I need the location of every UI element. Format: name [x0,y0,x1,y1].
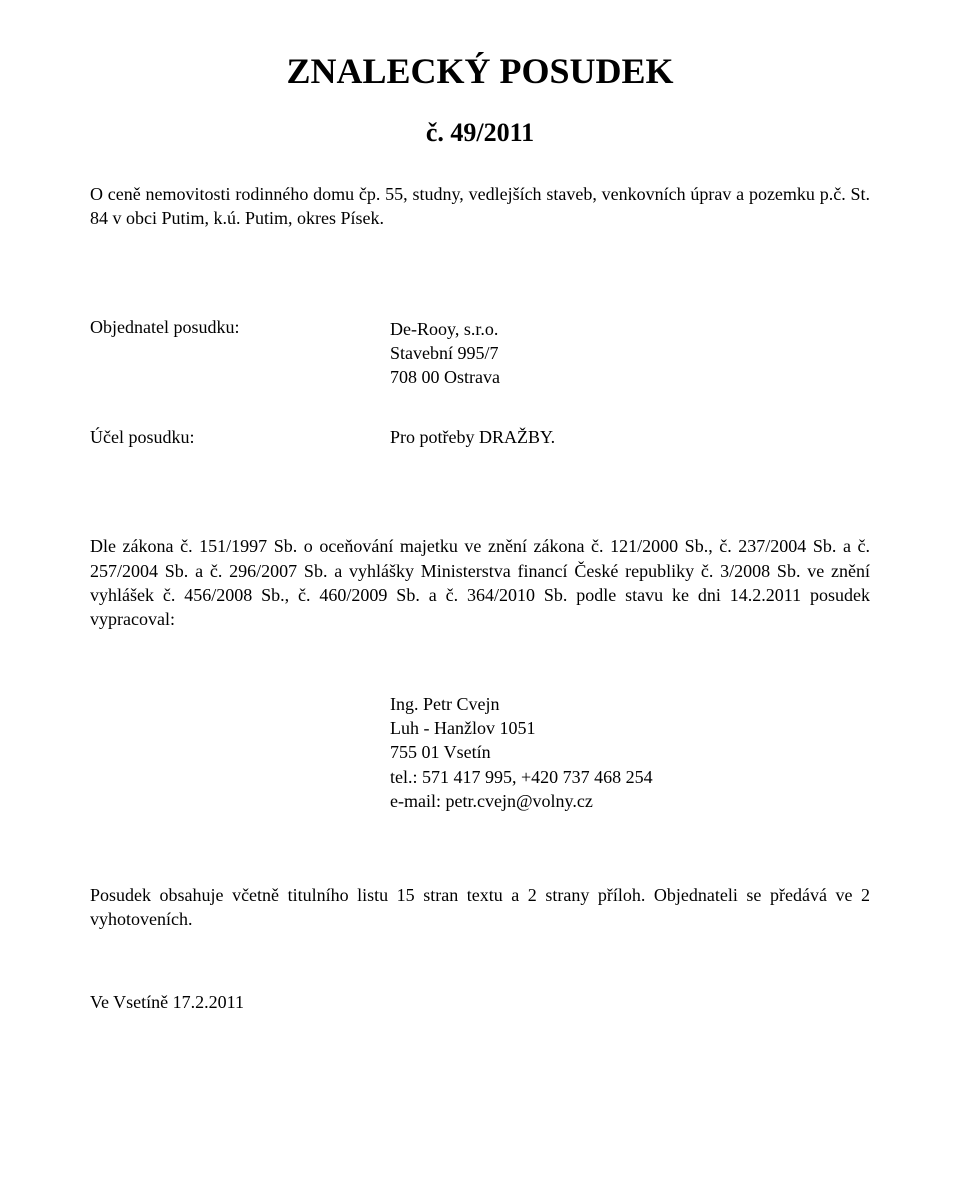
client-name: De-Rooy, s.r.o. [390,317,870,341]
client-label: Objednatel posudku: [90,317,390,390]
author-email: e-mail: petr.cvejn@volny.cz [390,789,870,813]
document-page: ZNALECKÝ POSUDEK č. 49/2011 O ceně nemov… [0,0,960,1196]
document-title: ZNALECKÝ POSUDEK [90,50,870,92]
purpose-block: Účel posudku: Pro potřeby DRAŽBY. [90,427,870,448]
purpose-label: Účel posudku: [90,427,390,448]
author-tel: tel.: 571 417 995, +420 737 468 254 [390,765,870,789]
author-name: Ing. Petr Cvejn [390,692,870,716]
author-street: Luh - Hanžlov 1051 [390,716,870,740]
client-block: Objednatel posudku: De-Rooy, s.r.o. Stav… [90,317,870,390]
client-city: 708 00 Ostrava [390,365,870,389]
author-block: Ing. Petr Cvejn Luh - Hanžlov 1051 755 0… [390,692,870,813]
place-date: Ve Vsetíně 17.2.2011 [90,992,870,1013]
contains-paragraph: Posudek obsahuje včetně titulního listu … [90,883,870,932]
legal-basis-paragraph: Dle zákona č. 151/1997 Sb. o oceňování m… [90,534,870,631]
client-street: Stavební 995/7 [390,341,870,365]
purpose-text: Pro potřeby DRAŽBY. [390,427,870,448]
subject-paragraph: O ceně nemovitosti rodinného domu čp. 55… [90,182,870,231]
author-city: 755 01 Vsetín [390,740,870,764]
document-number: č. 49/2011 [90,118,870,148]
